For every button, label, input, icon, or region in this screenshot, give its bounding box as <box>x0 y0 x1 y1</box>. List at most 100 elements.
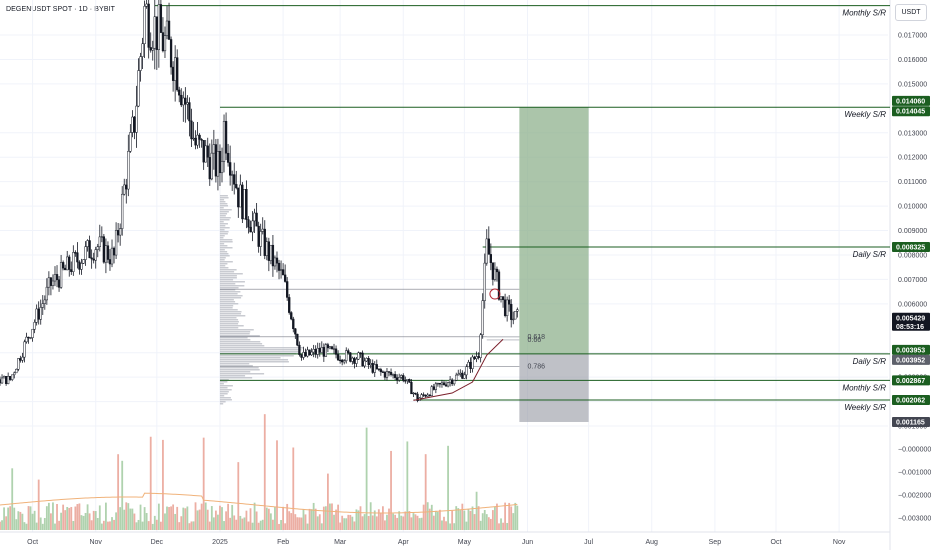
candle-body <box>448 379 452 383</box>
candle-body <box>251 220 254 233</box>
volume-bar <box>25 523 28 530</box>
price-tag <box>892 312 930 331</box>
volume-bar <box>243 517 246 530</box>
candle-body <box>127 151 130 190</box>
candle-body <box>192 137 195 140</box>
candle-body <box>279 269 283 271</box>
volume-bar <box>386 514 388 530</box>
candle-body <box>104 245 108 263</box>
candle-body <box>477 356 480 358</box>
currency-button[interactable]: USDT <box>895 4 927 21</box>
candle-body <box>347 350 350 353</box>
candle-body <box>76 252 79 263</box>
candle-body <box>231 174 234 176</box>
profile-bar <box>219 253 229 255</box>
volume-bar <box>129 508 132 530</box>
price-tick-label: 0.015000 <box>898 81 927 88</box>
candle-body <box>108 259 112 265</box>
candle-body <box>463 374 466 379</box>
volume-bar <box>388 508 390 530</box>
price-tag-label: 0.003953 <box>896 347 925 354</box>
candle-body <box>357 352 360 360</box>
volume-bar <box>5 516 8 530</box>
candle-body <box>241 184 244 220</box>
candle-body <box>465 366 468 376</box>
candle-body <box>269 244 273 261</box>
candle-body <box>39 307 42 320</box>
candle-body <box>424 394 427 397</box>
volume-bar <box>439 509 441 530</box>
candle-body <box>363 360 366 367</box>
volume-bar <box>406 441 409 530</box>
candle-body <box>508 299 511 305</box>
volume-bar <box>251 522 254 530</box>
candle-body <box>180 94 183 106</box>
time-tick-label: Nov <box>833 539 846 546</box>
volume-bar <box>441 520 443 530</box>
profile-bar <box>219 243 225 245</box>
time-tick-label: Mar <box>334 539 347 546</box>
profile-bar <box>219 211 229 213</box>
candle-body <box>349 352 352 362</box>
candle-body <box>296 333 299 346</box>
candle-body <box>184 97 187 105</box>
volume-tick-label: −0.002000 <box>898 493 931 500</box>
volume-bar <box>502 522 504 530</box>
candle-body <box>237 187 240 208</box>
volume-bar <box>475 491 478 530</box>
candle-body <box>21 356 24 361</box>
volume-bar <box>208 521 211 530</box>
candle-body <box>188 102 191 122</box>
fib-label: 0.618 <box>528 334 546 341</box>
candle-body <box>102 236 106 263</box>
volume-bar <box>255 511 258 530</box>
profile-bar <box>219 271 235 273</box>
candle-body <box>318 347 321 353</box>
volume-bar <box>369 502 372 530</box>
candle-body <box>510 304 513 320</box>
candle-body <box>302 352 305 358</box>
profile-bar <box>219 217 231 219</box>
volume-bar <box>483 510 486 530</box>
profile-bar <box>219 351 299 353</box>
volume-bar <box>253 502 256 530</box>
candle-body <box>41 303 44 308</box>
candle-body <box>208 157 211 180</box>
candle-body <box>182 97 185 106</box>
volume-ma-line <box>0 492 518 514</box>
candle-body <box>432 386 435 390</box>
candle-body <box>369 363 372 366</box>
price-tick-label: 0.008000 <box>898 252 927 259</box>
volume-bar <box>105 502 107 530</box>
candle-body <box>501 296 505 301</box>
candle-body <box>25 336 28 343</box>
profile-bar <box>219 199 225 201</box>
candle-body <box>176 57 179 91</box>
volume-bar <box>485 514 488 530</box>
volume-bar <box>29 506 32 530</box>
price-tag <box>892 375 930 386</box>
volume-bar <box>394 514 397 530</box>
candle-body <box>121 193 124 229</box>
candle-body <box>436 382 440 385</box>
volume-bar <box>516 505 519 530</box>
time-tick-label: May <box>458 539 472 546</box>
sr-label: Weekly S/R <box>844 110 886 119</box>
volume-bar <box>453 523 456 530</box>
price-tag <box>892 354 930 365</box>
candle-body <box>304 352 307 357</box>
profile-bar <box>219 371 251 373</box>
candle-body <box>467 361 470 368</box>
volume-bar <box>410 517 413 530</box>
candle-body <box>64 267 67 271</box>
volume-bar <box>469 510 472 530</box>
volume-bar <box>137 519 140 530</box>
candle-body <box>186 102 189 105</box>
profile-bar <box>219 307 233 309</box>
candle-body <box>4 376 8 384</box>
profile-bar <box>219 215 226 217</box>
candle-body <box>290 312 293 320</box>
sr-label: Monthly S/R <box>842 9 886 18</box>
volume-bar <box>229 517 232 530</box>
